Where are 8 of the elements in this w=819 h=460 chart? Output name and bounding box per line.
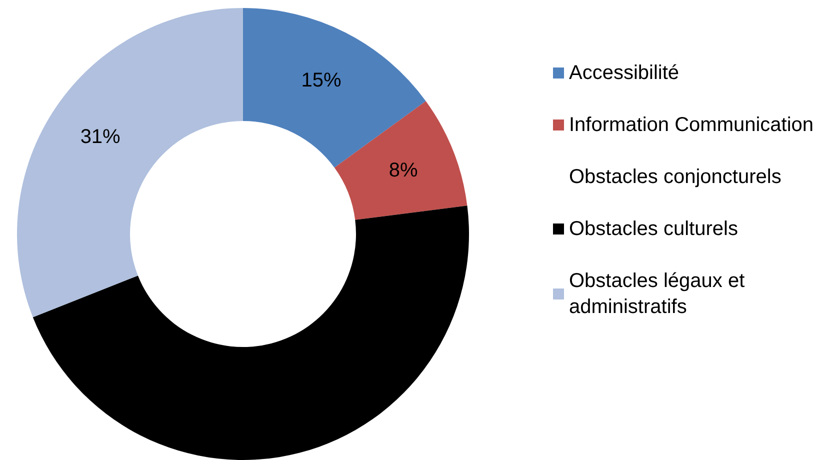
- legend-label: Obstacles légaux et administratifs: [569, 270, 750, 318]
- data-label: 15%: [301, 69, 342, 92]
- data-label: 31%: [80, 126, 121, 148]
- legend-label: Accessibilité: [569, 62, 680, 84]
- category-label: Obstacles conjoncturels: [569, 166, 782, 188]
- data-label: 8%: [388, 160, 418, 182]
- legend-label: Information Communication: [569, 114, 814, 136]
- legend-label: Obstacles culturels: [569, 218, 738, 240]
